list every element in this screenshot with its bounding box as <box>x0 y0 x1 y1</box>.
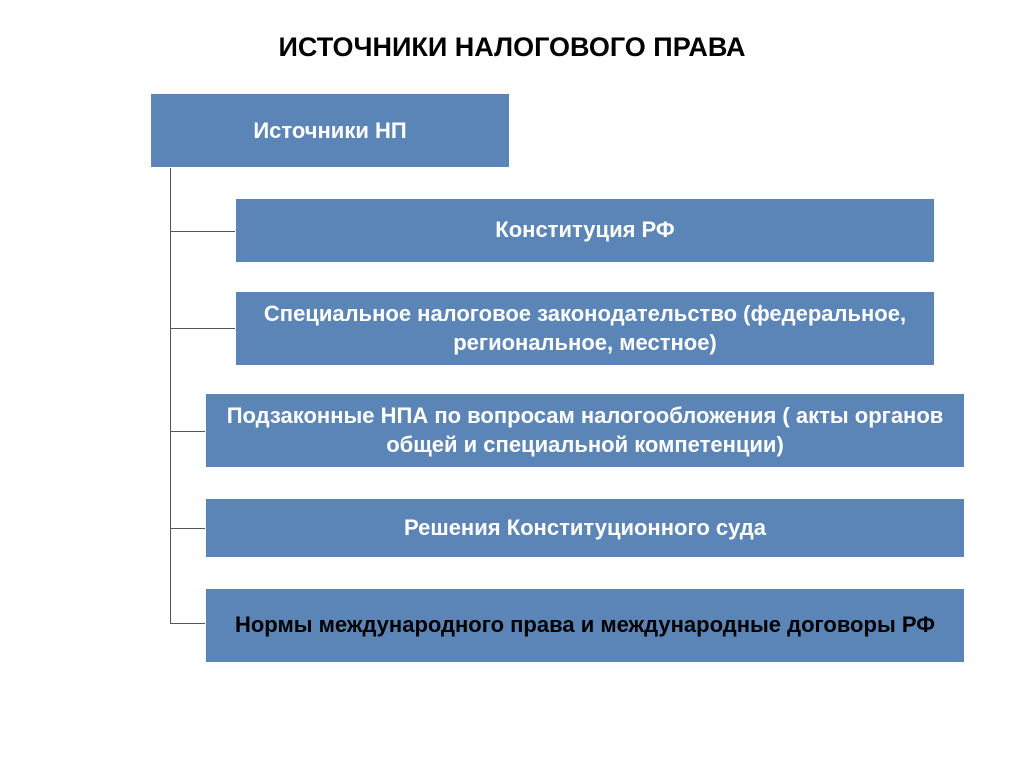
page-title: ИСТОЧНИКИ НАЛОГОВОГО ПРАВА <box>0 0 1024 93</box>
branch-connector-2 <box>170 431 205 432</box>
child-node-2: Подзаконные НПА по вопросам налогообложе… <box>205 393 965 468</box>
root-label: Источники НП <box>253 118 406 144</box>
child-label-4: Нормы международного права и международн… <box>235 611 935 640</box>
branch-connector-0 <box>170 231 235 232</box>
child-label-2: Подзаконные НПА по вопросам налогообложе… <box>218 402 952 459</box>
child-node-3: Решения Конституционного суда <box>205 498 965 558</box>
child-label-1: Специальное налоговое законодательство (… <box>248 300 922 357</box>
branch-connector-3 <box>170 528 205 529</box>
child-node-0: Конституция РФ <box>235 198 935 263</box>
branch-connector-1 <box>170 328 235 329</box>
child-node-4: Нормы международного права и международн… <box>205 588 965 663</box>
child-node-1: Специальное налоговое законодательство (… <box>235 291 935 366</box>
trunk-connector <box>170 168 171 623</box>
child-label-3: Решения Конституционного суда <box>404 514 766 543</box>
root-node: Источники НП <box>150 93 510 168</box>
child-label-0: Конституция РФ <box>495 216 674 245</box>
branch-connector-4 <box>170 623 205 624</box>
